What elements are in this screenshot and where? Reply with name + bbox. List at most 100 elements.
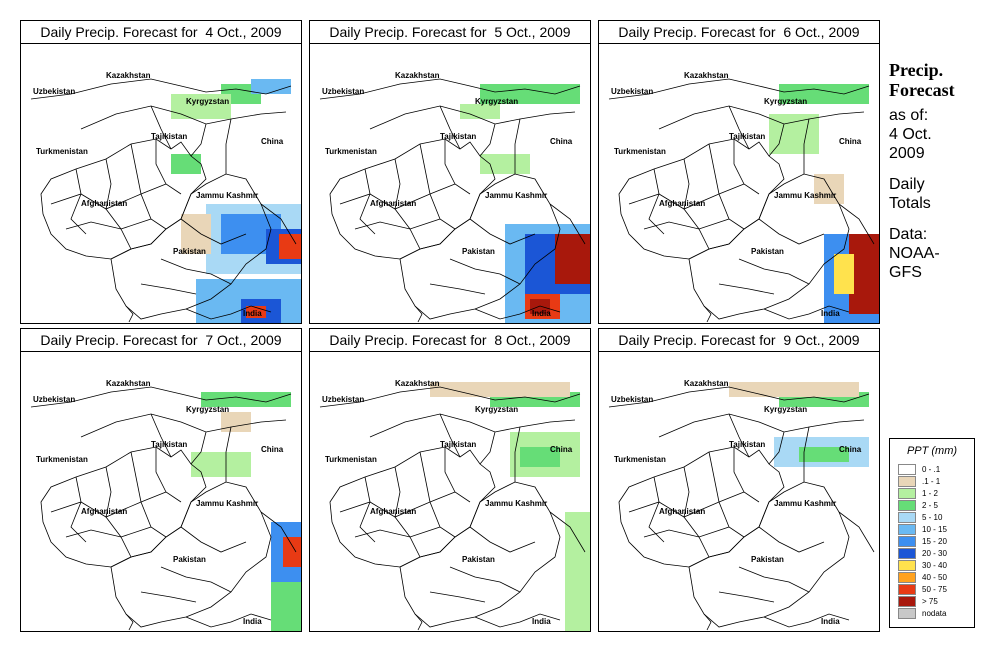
label-india: India: [532, 309, 551, 318]
panel-title: Daily Precip. Forecast for 6 Oct., 2009: [599, 21, 879, 44]
data-source-line2: GFS: [889, 264, 922, 281]
label-afghanistan: Afghanistan: [370, 507, 416, 516]
label-jammu-kashmir: Jammu Kashmir: [485, 191, 547, 200]
label-uzbekistan: Uzbekistan: [33, 87, 75, 96]
legend-title: PPT (mm): [906, 445, 958, 457]
label-jammu-kashmir: Jammu Kashmir: [196, 499, 258, 508]
label-uzbekistan: Uzbekistan: [322, 395, 364, 404]
label-kyrgyzstan: Kyrgyzstan: [186, 405, 229, 414]
legend-swatch: [898, 511, 916, 523]
legend-swatch: [898, 559, 916, 571]
label-pakistan: Pakistan: [173, 247, 206, 256]
legend-swatch: [898, 607, 916, 619]
panel-title: Daily Precip. Forecast for 4 Oct., 2009: [21, 21, 301, 44]
precip-map-oct9: Kazakhstan Uzbekistan Kyrgyzstan Tajikis…: [608, 379, 875, 631]
label-tajikistan: Tajikistan: [440, 440, 476, 449]
legend-item: 30 - 40: [898, 559, 974, 571]
label-kazakhstan: Kazakhstan: [106, 71, 151, 80]
label-afghanistan: Afghanistan: [81, 199, 127, 208]
asof-label: as of:: [889, 107, 929, 124]
label-kazakhstan: Kazakhstan: [106, 379, 151, 388]
label-tajikistan: Tajikistan: [729, 440, 765, 449]
label-china: China: [839, 137, 862, 146]
forecast-panel-oct4: Daily Precip. Forecast for 4 Oct., 2009 …: [20, 20, 302, 324]
legend-label: 50 - 75: [922, 584, 947, 594]
legend-label: .1 - 1: [922, 476, 941, 486]
legend-label: 1 - 2: [922, 488, 939, 498]
info-title-line1: Precip.: [889, 60, 944, 80]
label-jammu-kashmir: Jammu Kashmir: [485, 499, 547, 508]
label-pakistan: Pakistan: [462, 555, 495, 564]
precip-map-oct6: Kazakhstan Uzbekistan Kyrgyzstan Tajikis…: [608, 71, 879, 323]
forecast-panel-oct6: Daily Precip. Forecast for 6 Oct., 2009 …: [598, 20, 880, 324]
label-jammu-kashmir: Jammu Kashmir: [774, 499, 836, 508]
label-kazakhstan: Kazakhstan: [684, 379, 729, 388]
label-uzbekistan: Uzbekistan: [322, 87, 364, 96]
label-afghanistan: Afghanistan: [659, 199, 705, 208]
label-turkmenistan: Turkmenistan: [36, 455, 88, 464]
label-china: China: [550, 137, 573, 146]
legend-label: nodata: [922, 608, 947, 618]
legend-label: 2 - 5: [922, 500, 939, 510]
data-label: Data:: [889, 226, 928, 243]
legend-item: 10 - 15: [898, 523, 974, 535]
label-china: China: [261, 445, 284, 454]
legend-swatch: [898, 523, 916, 535]
label-kyrgyzstan: Kyrgyzstan: [475, 97, 518, 106]
label-china: China: [550, 445, 573, 454]
label-pakistan: Pakistan: [751, 555, 784, 564]
panel-title: Daily Precip. Forecast for 5 Oct., 2009: [310, 21, 590, 44]
label-india: India: [243, 617, 262, 626]
asof-year: 2009: [889, 145, 925, 162]
label-kazakhstan: Kazakhstan: [395, 379, 440, 388]
legend-item: .1 - 1: [898, 475, 974, 487]
legend-label: 30 - 40: [922, 560, 947, 570]
legend-item: nodata: [898, 607, 974, 619]
legend-swatch: [898, 499, 916, 511]
precip-map-oct5: Kazakhstan Uzbekistan Kyrgyzstan Tajikis…: [319, 71, 590, 323]
asof-date: 4 Oct.: [889, 126, 932, 143]
legend-item: 5 - 10: [898, 511, 974, 523]
legend-label: 10 - 15: [922, 524, 947, 534]
label-jammu-kashmir: Jammu Kashmir: [774, 191, 836, 200]
daily-label: Daily: [889, 176, 925, 193]
legend-item: 1 - 2: [898, 487, 974, 499]
label-kazakhstan: Kazakhstan: [684, 71, 729, 80]
legend-item: 40 - 50: [898, 571, 974, 583]
label-turkmenistan: Turkmenistan: [614, 455, 666, 464]
legend-rows: 0 - .1 .1 - 1 1 - 2 2 - 5 5 - 10 10 - 15 15 - …: [890, 463, 974, 619]
label-india: India: [821, 617, 840, 626]
label-kyrgyzstan: Kyrgyzstan: [764, 97, 807, 106]
label-tajikistan: Tajikistan: [729, 132, 765, 141]
label-pakistan: Pakistan: [173, 555, 206, 564]
panel-title: Daily Precip. Forecast for 8 Oct., 2009: [310, 329, 590, 352]
legend-item: 20 - 30: [898, 547, 974, 559]
label-india: India: [532, 617, 551, 626]
label-kyrgyzstan: Kyrgyzstan: [475, 405, 518, 414]
label-uzbekistan: Uzbekistan: [33, 395, 75, 404]
label-turkmenistan: Turkmenistan: [614, 147, 666, 156]
label-jammu-kashmir: Jammu Kashmir: [196, 191, 258, 200]
label-afghanistan: Afghanistan: [81, 507, 127, 516]
label-pakistan: Pakistan: [751, 247, 784, 256]
label-kyrgyzstan: Kyrgyzstan: [764, 405, 807, 414]
info-title-line2: Forecast: [889, 80, 955, 100]
legend-label: 15 - 20: [922, 536, 947, 546]
legend-label: > 75: [922, 596, 938, 606]
forecast-panel-oct5: Daily Precip. Forecast for 5 Oct., 2009 …: [309, 20, 591, 324]
label-pakistan: Pakistan: [462, 247, 495, 256]
precip-legend: PPT (mm) 0 - .1 .1 - 1 1 - 2 2 - 5 5 - 10 10 …: [889, 438, 975, 628]
label-turkmenistan: Turkmenistan: [325, 147, 377, 156]
forecast-panel-oct9: Daily Precip. Forecast for 9 Oct., 2009 …: [598, 328, 880, 632]
label-tajikistan: Tajikistan: [440, 132, 476, 141]
label-kyrgyzstan: Kyrgyzstan: [186, 97, 229, 106]
label-kazakhstan: Kazakhstan: [395, 71, 440, 80]
legend-swatch: [898, 583, 916, 595]
label-tajikistan: Tajikistan: [151, 440, 187, 449]
label-afghanistan: Afghanistan: [659, 507, 705, 516]
legend-label: 40 - 50: [922, 572, 947, 582]
legend-item: > 75: [898, 595, 974, 607]
legend-label: 0 - .1: [922, 464, 941, 474]
precip-map-oct4: Kazakhstan Uzbekistan Kyrgyzstan Tajikis…: [30, 71, 301, 323]
totals-label: Totals: [889, 195, 931, 212]
